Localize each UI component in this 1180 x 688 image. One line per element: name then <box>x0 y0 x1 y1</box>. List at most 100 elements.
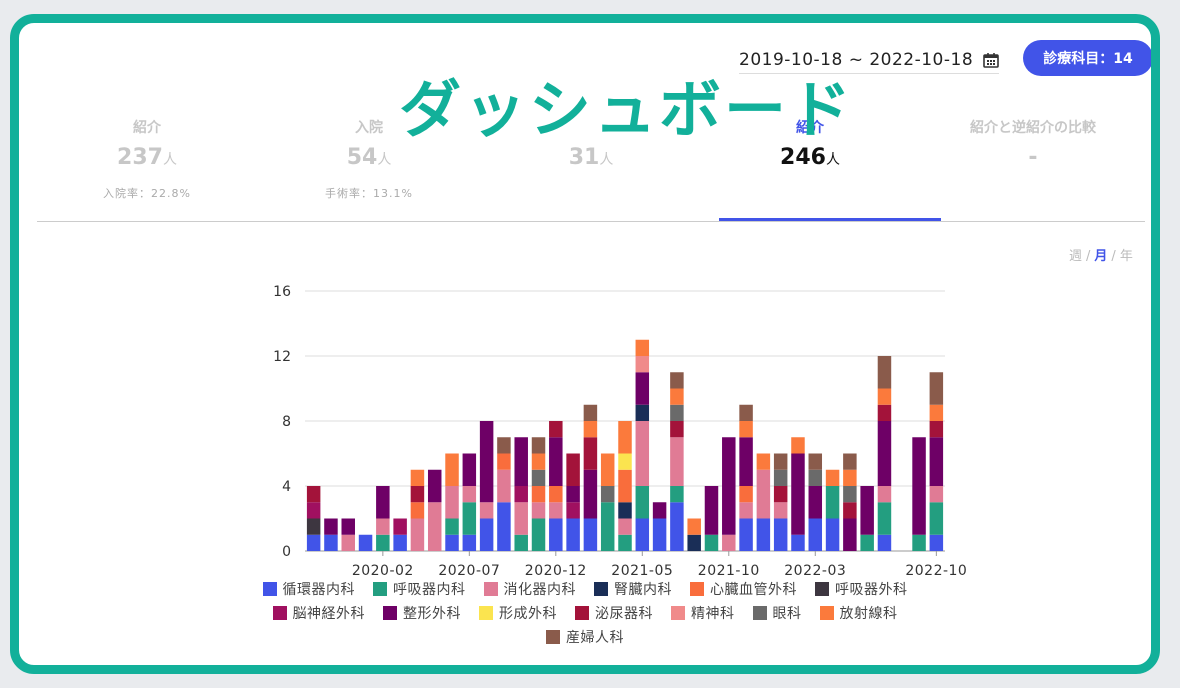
bar-segment[interactable]: 2020-02 整形外科: 2 <box>376 486 390 519</box>
stat-tab-reverse-referral[interactable]: 紹介 246人 <box>700 103 920 199</box>
bar-segment[interactable]: 2022-07 放射線科: 1 <box>877 388 892 405</box>
bar-segment[interactable]: 2021-05 放射線科: 1 <box>635 339 650 356</box>
bar-segment[interactable]: 2021-08 腎臓内科: 1 <box>687 534 701 551</box>
bar-segment[interactable]: 2021-12 消化器内科: 3 <box>756 469 771 519</box>
bar-segment[interactable]: 2021-11 心臓血管外科: 1 <box>739 486 753 503</box>
bar-segment[interactable]: 2020-12 消化器内科: 1 <box>549 502 563 519</box>
bar-segment[interactable]: 2021-11 消化器内科: 1 <box>739 502 753 519</box>
bar-segment[interactable]: 2020-04 心臓血管外科: 1 <box>410 502 425 519</box>
bar-segment[interactable]: 2022-05 泌尿器科: 1 <box>843 502 857 519</box>
bar-segment[interactable]: 2021-07 呼吸器内科: 1 <box>670 486 684 503</box>
bar-segment[interactable]: 2021-05 整形外科: 2 <box>635 372 650 405</box>
bar-segment[interactable]: 2020-09 心臓血管外科: 1 <box>497 453 511 470</box>
stat-tab-referral[interactable]: 紹介 237人 入院率：22.8% <box>37 103 257 200</box>
bar-segment[interactable]: 2021-04 呼吸器内科: 1 <box>618 534 632 551</box>
bar-segment[interactable]: 2020-12 循環器内科: 2 <box>549 518 563 552</box>
bar-segment[interactable]: 2020-11 眼科: 1 <box>531 469 546 486</box>
bar-segment[interactable]: 2022-10 放射線科: 1 <box>929 404 944 421</box>
bar-segment[interactable]: 2020-02 呼吸器内科: 1 <box>376 534 390 551</box>
stat-tab-surgery[interactable]: 31人 <box>481 103 701 199</box>
period-year[interactable]: 年 <box>1119 249 1133 264</box>
bar-segment[interactable]: 2020-03 循環器内科: 1 <box>393 534 407 551</box>
bar-segment[interactable]: 2022-03 整形外科: 2 <box>808 486 823 519</box>
bar-segment[interactable]: 2021-06 循環器内科: 2 <box>652 518 667 552</box>
legend-item[interactable]: 呼吸器内科 <box>373 581 466 598</box>
bar-segment[interactable]: 2021-07 放射線科: 1 <box>670 388 684 405</box>
bar-segment[interactable]: 2022-10 循環器内科: 1 <box>929 534 944 551</box>
bar-segment[interactable]: 2020-11 放射線科: 1 <box>531 453 546 470</box>
bar-segment[interactable]: 2020-03 脳神経外科: 1 <box>393 518 407 535</box>
bar-segment[interactable]: 2022-07 循環器内科: 1 <box>877 534 892 551</box>
bar-segment[interactable]: 2019-11 循環器内科: 1 <box>324 534 338 551</box>
bar-segment[interactable]: 2020-09 消化器内科: 2 <box>497 469 511 503</box>
bar-segment[interactable]: 2020-04 泌尿器科: 1 <box>410 486 425 503</box>
bar-segment[interactable]: 2021-02 循環器内科: 2 <box>583 518 598 552</box>
legend-item[interactable]: 放射線科 <box>819 605 898 622</box>
bar-segment[interactable]: 2020-07 呼吸器内科: 2 <box>462 502 477 535</box>
bar-segment[interactable]: 2022-09 整形外科: 6 <box>912 437 926 535</box>
bar-segment[interactable]: 2020-11 消化器内科: 1 <box>531 502 546 519</box>
bar-segment[interactable]: 2022-01 泌尿器科: 1 <box>773 486 788 503</box>
bar-segment[interactable]: 2021-04 心臓血管外科: 2 <box>618 469 632 503</box>
bar-segment[interactable]: 2020-04 放射線科: 1 <box>410 469 425 486</box>
legend-item[interactable]: 消化器内科 <box>483 581 577 598</box>
bar-segment[interactable]: 2021-07 眼科: 1 <box>670 404 684 421</box>
bar-segment[interactable]: 2020-07 消化器内科: 1 <box>462 486 477 503</box>
bar-segment[interactable]: 2021-03 放射線科: 2 <box>600 453 615 487</box>
bar-segment[interactable]: 2022-01 消化器内科: 1 <box>773 502 788 519</box>
bar-segment[interactable]: 2021-11 循環器内科: 2 <box>739 518 753 552</box>
bar-segment[interactable]: 2021-02 放射線科: 1 <box>583 421 598 438</box>
stat-tab-comparison[interactable]: 紹介と逆紹介の比較 - <box>923 103 1143 199</box>
bar-segment[interactable]: 2021-11 放射線科: 1 <box>739 421 753 438</box>
bar-segment[interactable]: 2021-04 放射線科: 2 <box>618 421 632 454</box>
bar-segment[interactable]: 2022-10 呼吸器内科: 2 <box>929 502 944 535</box>
bar-segment[interactable]: 2022-02 整形外科: 5 <box>791 453 805 535</box>
legend-item[interactable]: 循環器内科 <box>262 581 356 598</box>
bar-segment[interactable]: 2020-08 消化器内科: 1 <box>479 502 494 519</box>
bar-segment[interactable]: 2021-02 産婦人科: 1 <box>583 404 598 421</box>
bar-segment[interactable]: 2021-02 整形外科: 3 <box>583 469 598 519</box>
bar-segment[interactable]: 2021-02 泌尿器科: 2 <box>583 437 598 470</box>
bar-segment[interactable]: 2021-07 循環器内科: 3 <box>670 502 684 551</box>
bar-segment[interactable]: 2022-02 放射線科: 1 <box>791 437 805 454</box>
bar-segment[interactable]: 2021-05 消化器内科: 4 <box>635 421 650 486</box>
legend-item[interactable]: 心臓血管外科 <box>690 581 797 598</box>
bar-segment[interactable]: 2022-02 循環器内科: 1 <box>791 534 805 551</box>
bar-segment[interactable]: 2020-10 消化器内科: 2 <box>514 502 528 535</box>
bar-segment[interactable]: 2021-07 泌尿器科: 1 <box>670 421 684 438</box>
bar-segment[interactable]: 2021-01 整形外科: 1 <box>566 486 580 503</box>
bar-segment[interactable]: 2021-09 整形外科: 3 <box>704 486 719 535</box>
bar-segment[interactable]: 2022-05 眼科: 1 <box>843 486 857 503</box>
bar-segment[interactable]: 2020-10 脳神経外科: 1 <box>514 486 528 503</box>
bar-segment[interactable]: 2020-09 産婦人科: 1 <box>497 437 511 454</box>
bar-segment[interactable]: 2022-01 循環器内科: 2 <box>773 518 788 552</box>
bar-segment[interactable]: 2020-10 呼吸器内科: 1 <box>514 534 528 551</box>
legend-item[interactable]: 産婦人科 <box>546 629 624 646</box>
bar-segment[interactable]: 2019-10 呼吸器外科: 1 <box>306 518 321 535</box>
bar-segment[interactable]: 2019-10 泌尿器科: 1 <box>306 486 321 503</box>
bar-segment[interactable]: 2022-07 消化器内科: 1 <box>877 486 892 503</box>
bar-segment[interactable]: 2021-06 整形外科: 1 <box>652 502 667 519</box>
bar-segment[interactable]: 2021-08 放射線科: 1 <box>687 518 701 535</box>
bar-segment[interactable]: 2022-05 放射線科: 1 <box>843 469 857 486</box>
bar-segment[interactable]: 2022-10 泌尿器科: 1 <box>929 421 944 438</box>
bar-segment[interactable]: 2020-06 循環器内科: 1 <box>445 534 459 551</box>
bar-segment[interactable]: 2021-11 整形外科: 3 <box>739 437 753 486</box>
legend-item[interactable]: 腎臓内科 <box>594 581 672 598</box>
bar-segment[interactable]: 2021-05 腎臓内科: 1 <box>635 404 650 421</box>
calendar-icon[interactable] <box>983 52 999 68</box>
bar-segment[interactable]: 2022-03 循環器内科: 2 <box>808 518 823 552</box>
bar-segment[interactable]: 2022-07 整形外科: 4 <box>877 421 892 486</box>
bar-segment[interactable]: 2022-10 消化器内科: 1 <box>929 486 944 503</box>
bar-segment[interactable]: 2021-12 放射線科: 1 <box>756 453 771 470</box>
bar-segment[interactable]: 2021-11 産婦人科: 1 <box>739 404 753 421</box>
bar-segment[interactable]: 2022-03 産婦人科: 1 <box>808 453 823 470</box>
legend-item[interactable]: 呼吸器外科 <box>815 581 908 598</box>
bar-segment[interactable]: 2021-01 脳神経外科: 1 <box>566 502 580 519</box>
legend-item[interactable]: 精神科 <box>671 605 735 622</box>
bar-segment[interactable]: 2020-05 整形外科: 2 <box>427 469 442 503</box>
bar-segment[interactable]: 2022-07 産婦人科: 2 <box>877 356 892 389</box>
bar-segment[interactable]: 2020-01 循環器内科: 1 <box>358 534 373 551</box>
bar-segment[interactable]: 2021-10 消化器内科: 1 <box>722 534 736 551</box>
bar-segment[interactable]: 2021-04 消化器内科: 1 <box>618 518 632 535</box>
